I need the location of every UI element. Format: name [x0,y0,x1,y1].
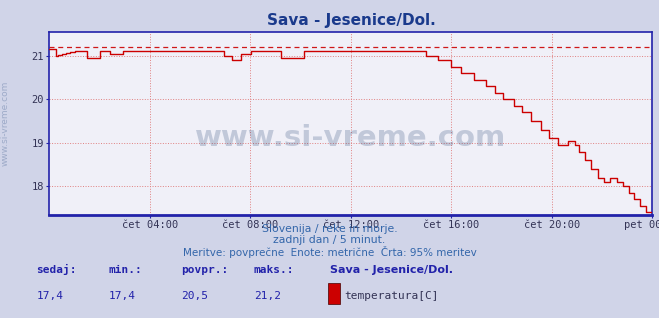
Text: zadnji dan / 5 minut.: zadnji dan / 5 minut. [273,235,386,245]
Text: maks.:: maks.: [254,265,294,275]
Text: www.si-vreme.com: www.si-vreme.com [1,80,10,166]
Text: Meritve: povprečne  Enote: metrične  Črta: 95% meritev: Meritve: povprečne Enote: metrične Črta:… [183,246,476,259]
Title: Sava - Jesenice/Dol.: Sava - Jesenice/Dol. [266,13,436,28]
Text: povpr.:: povpr.: [181,265,229,275]
Text: 20,5: 20,5 [181,291,208,301]
Text: min.:: min.: [109,265,142,275]
Text: 17,4: 17,4 [109,291,136,301]
Text: 17,4: 17,4 [36,291,63,301]
Text: www.si-vreme.com: www.si-vreme.com [195,124,507,152]
Text: sedaj:: sedaj: [36,264,76,275]
Text: Sava - Jesenice/Dol.: Sava - Jesenice/Dol. [330,265,453,275]
Text: 21,2: 21,2 [254,291,281,301]
Text: Slovenija / reke in morje.: Slovenija / reke in morje. [262,224,397,234]
Text: temperatura[C]: temperatura[C] [345,291,439,301]
